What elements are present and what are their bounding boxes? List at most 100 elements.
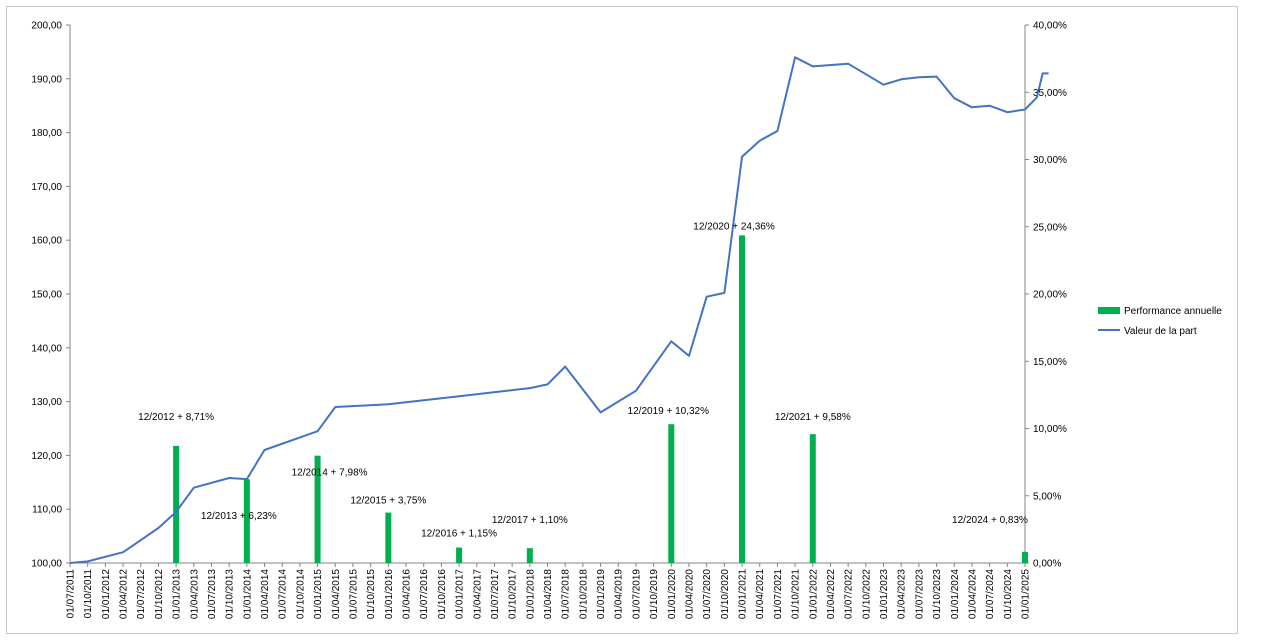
x-tick-label: 01/10/2013	[225, 569, 236, 619]
x-tick-label: 01/10/2016	[437, 569, 448, 619]
chart-area	[6, 6, 1238, 634]
y-right-tick-label: 5,00%	[1033, 491, 1061, 502]
bar-data-label: 12/2012 + 8,71%	[138, 412, 214, 423]
x-tick-label: 01/01/2016	[384, 569, 395, 619]
x-tick-label: 01/01/2012	[101, 569, 112, 619]
bar	[739, 235, 746, 563]
y-right-tick-label: 0,00%	[1033, 559, 1061, 570]
x-tick-label: 01/07/2012	[136, 569, 147, 619]
y-left-tick-label: 140,00	[31, 343, 62, 354]
x-tick-label: 01/01/2021	[738, 569, 749, 619]
x-tick-label: 01/07/2023	[914, 569, 925, 619]
bar	[668, 424, 675, 563]
x-tick-label: 01/01/2020	[667, 569, 678, 619]
y-left-tick-label: 190,00	[31, 74, 62, 85]
x-tick-label: 01/04/2022	[826, 569, 837, 619]
x-tick-label: 01/10/2022	[861, 569, 872, 619]
y-left-tick-label: 200,00	[31, 21, 62, 32]
x-tick-label: 01/07/2019	[631, 569, 642, 619]
x-tick-label: 01/01/2017	[455, 569, 466, 619]
x-tick-label: 01/04/2016	[402, 569, 413, 619]
x-tick-label: 01/01/2023	[879, 569, 890, 619]
x-tick-label: 01/07/2021	[773, 569, 784, 619]
y-right-tick-label: 35,00%	[1033, 88, 1067, 99]
bar	[243, 479, 250, 563]
y-right-tick-label: 15,00%	[1033, 357, 1067, 368]
y-left-tick-label: 180,00	[31, 128, 62, 139]
x-tick-label: 01/04/2019	[614, 569, 625, 619]
x-tick-label: 01/01/2018	[525, 569, 536, 619]
data-labels: 12/2012 + 8,71% 12/2013 + 6,23% 12/2014 + …	[138, 221, 1028, 539]
y-right-tick-label: 25,00%	[1033, 222, 1067, 233]
x-tick-label: 01/07/2018	[561, 569, 572, 619]
legend-label-bar: Performance annuelle	[1124, 306, 1222, 317]
bar	[173, 445, 180, 563]
bar	[1022, 551, 1028, 563]
y-right-tick-label: 20,00%	[1033, 290, 1067, 301]
x-tick-label: 01/07/2020	[702, 569, 713, 619]
y-left-tick-label: 120,00	[31, 451, 62, 462]
x-tick-label: 01/07/2014	[278, 569, 289, 619]
x-tick-label: 01/10/2024	[1003, 569, 1014, 619]
bar-data-label: 12/2019 + 10,32%	[628, 406, 710, 417]
y-right-tick-label: 30,00%	[1033, 155, 1067, 166]
x-tick-label: 01/07/2011	[66, 569, 77, 619]
x-tick-label: 01/01/2022	[808, 569, 819, 619]
bar-data-label: 12/2013 + 6,23%	[201, 511, 277, 522]
x-tick-label: 01/04/2024	[967, 569, 978, 619]
x-tick-label: 01/04/2013	[189, 569, 200, 619]
x-tick-label: 01/07/2017	[490, 569, 501, 619]
legend-label-line: Valeur de la part	[1124, 326, 1197, 337]
x-tick-label: 01/01/2025	[1021, 569, 1032, 619]
x-tick-label: 01/07/2022	[844, 569, 855, 619]
y-left-tick-label: 100,00	[31, 559, 62, 570]
x-tick-label: 01/07/2013	[207, 569, 218, 619]
x-tick-label: 01/10/2014	[295, 569, 306, 619]
x-tick-label: 01/10/2017	[508, 569, 519, 619]
y-right-tick-label: 40,00%	[1033, 21, 1067, 32]
line-series-valeur	[69, 56, 1049, 564]
x-axis-tick-labels: 01/07/2011 01/10/2011 01/01/2012 01/04/2012…	[66, 569, 1032, 619]
y-left-tick-label: 110,00	[32, 505, 62, 516]
bar	[526, 548, 533, 563]
y-left-tick-label: 170,00	[31, 182, 62, 193]
x-tick-label: 01/07/2015	[348, 569, 359, 619]
bar	[456, 547, 463, 563]
bar	[809, 434, 816, 563]
bar-data-label: 12/2020 + 24,36%	[693, 221, 775, 232]
x-tick-label: 01/04/2020	[684, 569, 695, 619]
x-tick-label: 01/07/2024	[985, 569, 996, 619]
x-tick-label: 01/01/2015	[313, 569, 324, 619]
x-tick-label: 01/10/2011	[83, 569, 94, 619]
bar-data-label: 12/2015 + 3,75%	[350, 496, 426, 507]
x-tick-label: 01/04/2018	[543, 569, 554, 619]
x-tick-label: 01/01/2024	[950, 569, 961, 619]
bar-data-label: 12/2021 + 9,58%	[775, 412, 851, 423]
bar-data-label: 12/2014 + 7,98%	[292, 468, 368, 479]
y-left-tick-label: 160,00	[31, 236, 62, 247]
x-tick-label: 01/10/2015	[366, 569, 377, 619]
legend: Performance annuelle Valeur de la part	[1098, 306, 1222, 337]
y-left-tick-label: 130,00	[31, 397, 62, 408]
x-tick-label: 01/10/2019	[649, 569, 660, 619]
y-left-tick-label: 150,00	[31, 290, 62, 301]
x-tick-label: 01/07/2016	[419, 569, 430, 619]
x-tick-label: 01/10/2018	[578, 569, 589, 619]
legend-swatch-bar	[1098, 307, 1120, 314]
y-right-tick-label: 10,00%	[1033, 424, 1067, 435]
x-tick-label: 01/04/2015	[331, 569, 342, 619]
x-tick-label: 01/10/2020	[720, 569, 731, 619]
x-tick-label: 01/04/2012	[119, 569, 130, 619]
bar	[385, 512, 392, 563]
x-tick-label: 01/04/2021	[755, 569, 766, 619]
bar-data-label: 12/2024 + 0,83%	[952, 515, 1028, 526]
axes: 100,00 110,00 120,00 130,00 140,00 150,00 160,…	[31, 21, 1067, 570]
x-tick-label: 01/01/2014	[242, 569, 253, 619]
bar-data-label: 12/2017 + 1,10%	[492, 515, 568, 526]
x-tick-label: 01/01/2013	[172, 569, 183, 619]
x-tick-label: 01/10/2021	[791, 569, 802, 619]
x-tick-label: 01/04/2014	[260, 569, 271, 619]
value-line	[69, 56, 1049, 564]
bar-series-performance	[173, 235, 1028, 563]
